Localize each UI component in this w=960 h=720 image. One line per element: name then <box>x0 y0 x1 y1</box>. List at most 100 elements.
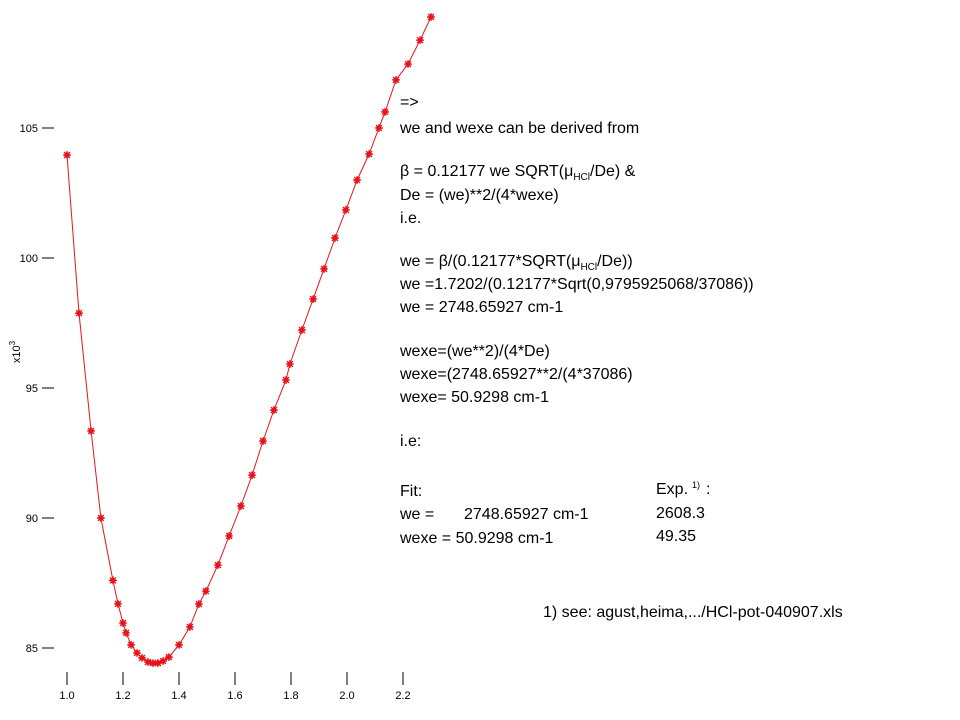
marker-star <box>185 622 194 631</box>
note-subscript: HCl <box>580 262 597 273</box>
y-axis-label: x103 <box>8 340 23 363</box>
data-point <box>148 659 157 668</box>
data-point <box>404 60 413 69</box>
data-point <box>122 628 131 637</box>
exp-title-text: Exp. <box>656 481 688 498</box>
marker-star <box>297 326 306 335</box>
note-line: => <box>400 94 419 111</box>
marker-star <box>133 648 141 657</box>
data-point <box>119 619 127 628</box>
data-point <box>154 659 162 668</box>
x-tick-label: 1.0 <box>59 690 74 702</box>
x-tick-label: 2.0 <box>339 690 354 702</box>
data-point <box>113 599 122 608</box>
note-text: /De) & <box>590 163 636 180</box>
marker-star <box>159 657 168 665</box>
y-tick-label: 105 <box>20 123 38 135</box>
x-tick-label: 2.2 <box>395 690 410 702</box>
marker-star <box>285 360 294 369</box>
data-point <box>281 375 290 384</box>
exp-ref: 1) <box>692 480 700 490</box>
data-point <box>392 75 400 84</box>
data-point <box>127 640 136 649</box>
marker-star <box>75 309 84 318</box>
data-point <box>285 360 294 369</box>
marker-star <box>122 628 131 637</box>
footnote: 1) see: agust,heima,.../HCl-pot-040907.x… <box>543 604 843 621</box>
y-tick-label: 85 <box>26 643 38 655</box>
marker-star <box>213 561 222 570</box>
note-line: wexe= 50.9298 cm-1 <box>399 389 549 406</box>
data-point <box>133 648 141 657</box>
note-text: we = β/(0.12177*SQRT(μ <box>399 253 580 270</box>
marker-star <box>138 653 147 662</box>
marker-star <box>320 264 329 273</box>
exp-we: 2608.3 <box>656 505 705 522</box>
marker-star <box>281 375 290 384</box>
marker-star <box>194 600 203 609</box>
marker-star <box>143 658 152 667</box>
marker-star <box>353 176 362 184</box>
data-point <box>248 471 257 480</box>
data-point <box>309 295 318 304</box>
marker-star <box>236 502 245 511</box>
data-point <box>164 653 173 662</box>
fit-we-label: we = <box>399 506 434 523</box>
data-point <box>194 600 203 609</box>
fit-we-value: 2748.65927 cm-1 <box>464 506 589 523</box>
data-point <box>159 657 168 665</box>
data-point <box>269 406 278 415</box>
marker-star <box>259 437 267 446</box>
marker-star <box>175 640 183 649</box>
marker-star <box>127 640 136 649</box>
data-point <box>138 653 147 662</box>
marker-star <box>87 426 96 435</box>
data-point <box>330 233 339 242</box>
data-point <box>427 12 435 21</box>
y-label-exponent: 3 <box>8 340 17 345</box>
data-point <box>320 264 329 273</box>
marker-star <box>416 36 425 45</box>
data-point <box>236 502 245 511</box>
y-tick-label: 100 <box>20 253 38 265</box>
fit-wexe: wexe = 50.9298 cm-1 <box>399 530 554 547</box>
data-point <box>341 205 350 214</box>
marker-star <box>248 471 257 480</box>
note-line: we =1.7202/(0.12177*Sqrt(0,9795925068/37… <box>399 276 754 293</box>
marker-star <box>427 12 435 21</box>
marker-star <box>374 124 383 132</box>
exp-colon: : <box>706 481 710 498</box>
data-point <box>374 124 383 132</box>
data-point <box>108 576 117 585</box>
marker-star <box>404 60 413 69</box>
data-point <box>365 150 374 158</box>
data-point <box>63 151 71 160</box>
marker-star <box>113 599 122 608</box>
note-line: i.e. <box>400 210 421 227</box>
exp-title: Exp. 1): <box>656 480 710 498</box>
y-tick-label: 90 <box>26 513 38 525</box>
data-point <box>259 437 267 446</box>
note-line: De = (we)**2/(4*wexe) <box>400 187 559 204</box>
data-point <box>185 622 194 631</box>
marker-star <box>225 531 234 540</box>
data-point <box>175 640 183 649</box>
marker-star <box>119 619 127 628</box>
note-line: i.e: <box>400 433 421 450</box>
data-point <box>353 176 362 184</box>
note-line: we = β/(0.12177*SQRT(μHCl/De)) <box>399 253 633 273</box>
note-line: wexe=(we**2)/(4*De) <box>399 343 550 360</box>
x-tick-label: 1.8 <box>283 690 298 702</box>
marker-star <box>381 107 390 116</box>
marker-star <box>96 514 105 522</box>
marker-star <box>63 151 71 160</box>
y-tick-label: 95 <box>26 383 38 395</box>
note-line: we = 2748.65927 cm-1 <box>399 299 563 316</box>
data-point <box>297 326 306 335</box>
note-line: we and wexe can be derived from <box>399 120 639 137</box>
fit-line <box>66 16 432 664</box>
note-text: β = 0.12177 we SQRT(μ <box>400 163 573 180</box>
data-point <box>201 587 210 596</box>
